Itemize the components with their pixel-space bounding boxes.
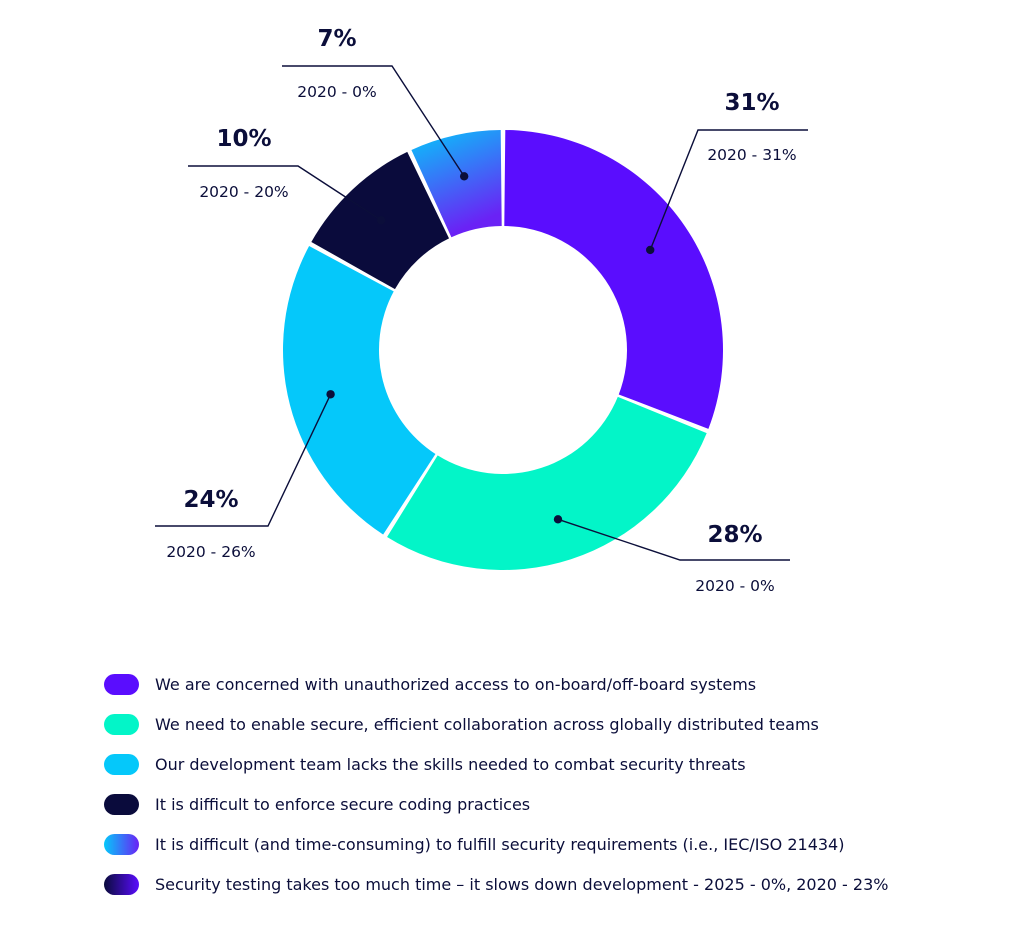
- slice-callouts: 31% 2020 - 31% 28% 2020 - 0% 24% 2020 - 26% 10…: [155, 26, 808, 595]
- slice-value-label: 10%: [216, 126, 271, 152]
- legend-label: Our development team lacks the skills ne…: [155, 754, 746, 774]
- callout-dot: [553, 515, 563, 524]
- legend-swatch: [104, 713, 139, 735]
- legend-item: We need to enable secure, efficient coll…: [104, 704, 984, 744]
- legend-swatch: [104, 673, 139, 695]
- legend-item: It is difficult to enforce secure coding…: [104, 784, 984, 824]
- callout-dot: [326, 390, 335, 399]
- slice-previous-label: 2020 - 26%: [166, 543, 255, 561]
- callout-leader-line: [188, 165, 382, 221]
- donut-slices: [283, 130, 723, 570]
- legend-swatch: [104, 753, 139, 775]
- donut-slice: [504, 130, 723, 429]
- slice-previous-label: 2020 - 0%: [695, 577, 774, 595]
- slice-value-label: 28%: [707, 522, 762, 548]
- chart-legend: We are concerned with unauthorized acces…: [104, 664, 984, 904]
- callout-leader-line: [155, 393, 332, 527]
- legend-item: Our development team lacks the skills ne…: [104, 744, 984, 784]
- legend-swatch: [104, 793, 139, 815]
- callout-dot: [646, 245, 655, 255]
- legend-label: We are concerned with unauthorized acces…: [155, 674, 757, 694]
- slice-previous-label: 2020 - 20%: [199, 183, 288, 201]
- legend-item: Security testing takes too much time – i…: [104, 864, 984, 904]
- donut-slice: [411, 130, 502, 238]
- slice-value-label: 7%: [317, 26, 356, 52]
- legend-label: It is difficult to enforce secure coding…: [155, 794, 531, 814]
- callout-leader-line: [557, 518, 790, 561]
- donut-slice: [283, 246, 436, 535]
- legend-label: We need to enable secure, efficient coll…: [155, 714, 819, 734]
- slice-previous-label: 2020 - 31%: [707, 146, 796, 164]
- donut-slice: [387, 396, 707, 570]
- slice-value-label: 31%: [724, 90, 779, 116]
- legend-swatch: [104, 873, 139, 895]
- legend-item: It is difficult (and time-consuming) to …: [104, 824, 984, 864]
- legend-label: Security testing takes too much time – i…: [155, 874, 889, 894]
- legend-item: We are concerned with unauthorized acces…: [104, 664, 984, 704]
- callout-dot: [459, 172, 469, 181]
- callout-leader-line: [649, 129, 808, 251]
- slice-previous-label: 2020 - 0%: [297, 83, 376, 101]
- slice-value-label: 24%: [183, 487, 238, 513]
- legend-label: It is difficult (and time-consuming) to …: [155, 834, 845, 854]
- callout-dot: [376, 216, 386, 225]
- legend-swatch: [104, 833, 139, 855]
- callout-leader-line: [282, 65, 465, 177]
